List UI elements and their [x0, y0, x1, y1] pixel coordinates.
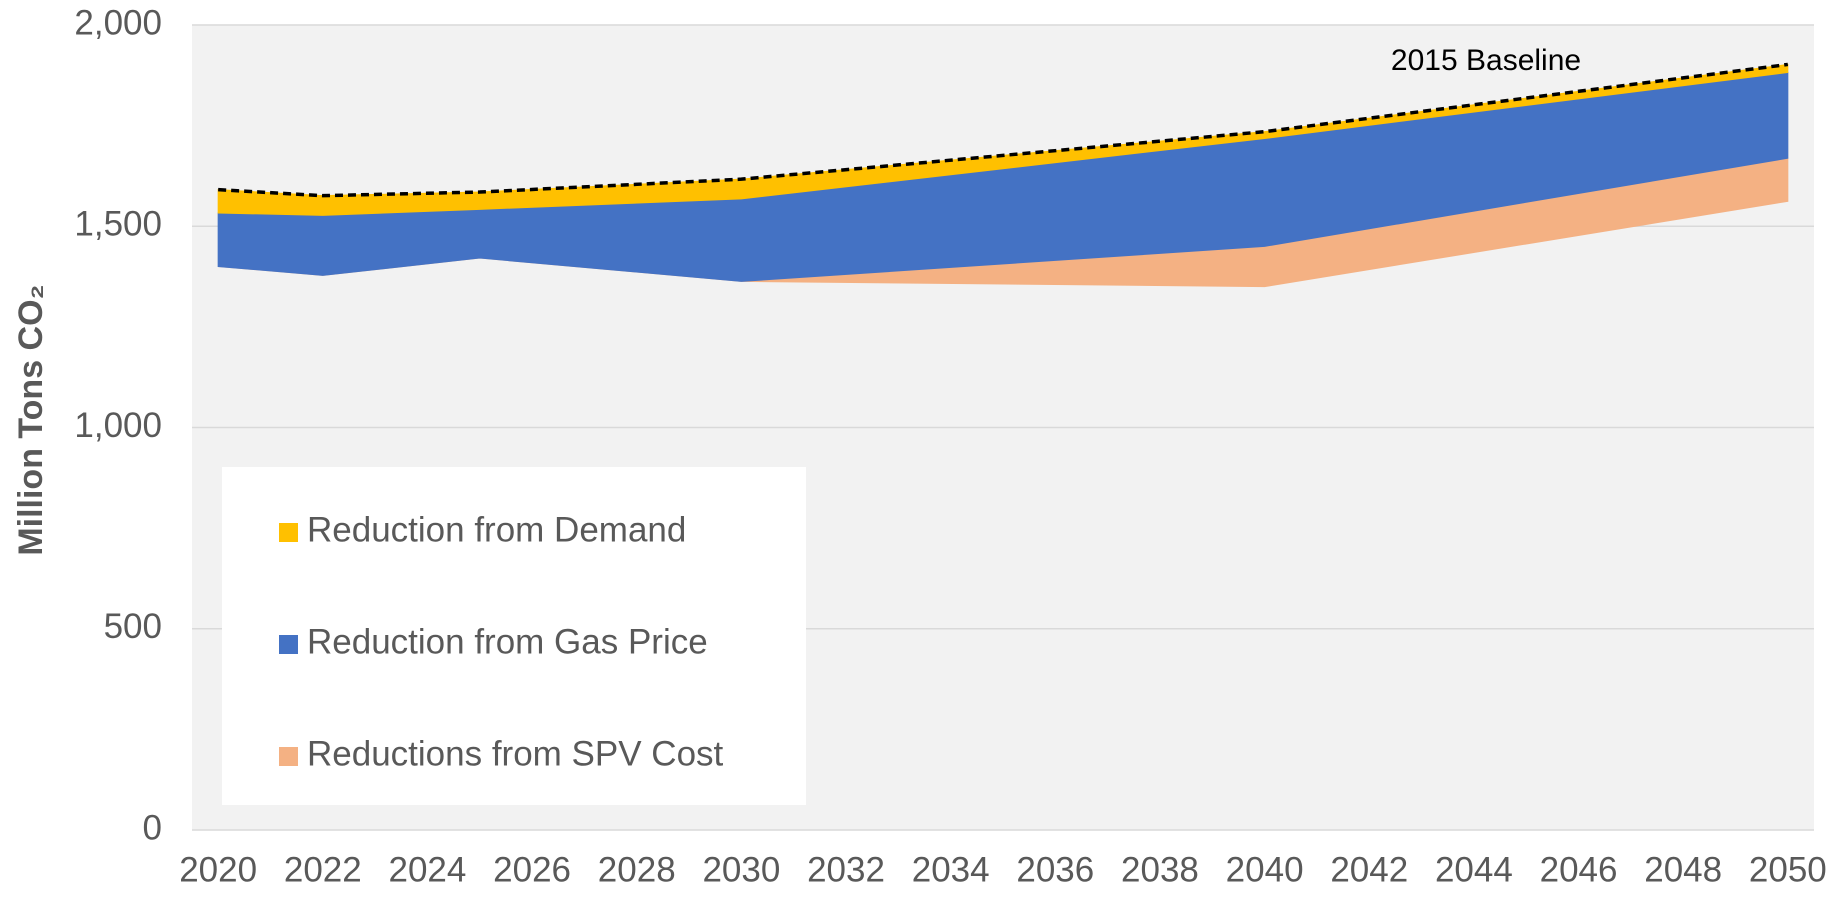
- x-tick-label: 2040: [1226, 850, 1304, 889]
- annotation: 2015 Baseline: [1391, 44, 1581, 77]
- x-tick-label: 2046: [1540, 850, 1618, 889]
- y-tick-label: 500: [104, 607, 162, 646]
- x-tick-label: 2038: [1121, 850, 1199, 889]
- legend-swatch: [279, 635, 298, 654]
- legend-label: Reduction from Gas Price: [307, 622, 708, 661]
- x-tick-label: 2032: [807, 850, 885, 889]
- x-tick-label: 2050: [1749, 850, 1827, 889]
- x-tick-label: 2026: [493, 850, 571, 889]
- y-axis-title: Million Tons CO₂: [12, 284, 50, 555]
- legend-label: Reductions from SPV Cost: [307, 734, 724, 773]
- x-tick-label: 2022: [284, 850, 362, 889]
- y-tick-label: 0: [143, 808, 162, 847]
- legend-label: Reduction from Demand: [307, 510, 686, 549]
- y-tick-label: 1,500: [74, 205, 162, 244]
- legend-box: [222, 467, 806, 805]
- baseline-line: [218, 62, 1789, 198]
- x-tick-label: 2036: [1016, 850, 1094, 889]
- x-tick-label: 2042: [1330, 850, 1408, 889]
- legend: Reduction from Demand Reduction from Gas …: [222, 467, 806, 805]
- legend-swatch: [279, 747, 298, 766]
- x-tick-label: 2024: [389, 850, 467, 889]
- legend-swatch: [279, 523, 298, 542]
- x-tick-label: 2028: [598, 850, 676, 889]
- x-tick-label: 2048: [1644, 850, 1722, 889]
- x-tick-label: 2020: [179, 850, 257, 889]
- y-tick-label: 1,000: [74, 406, 162, 445]
- x-tick-label: 2030: [702, 850, 780, 889]
- x-tick-label: 2044: [1435, 850, 1513, 889]
- x-tick-label: 2034: [912, 850, 990, 889]
- y-tick-label: 2,000: [74, 3, 162, 42]
